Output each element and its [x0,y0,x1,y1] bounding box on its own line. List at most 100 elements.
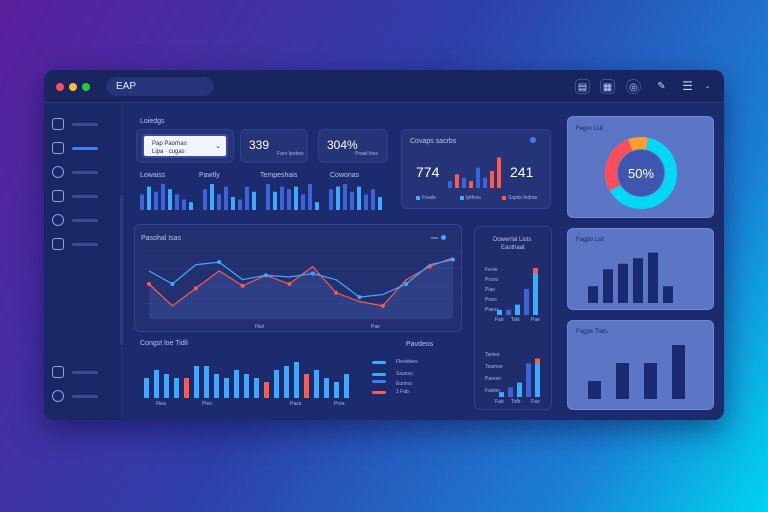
right-card-title: Fagpo Lsit [576,237,605,243]
status-dot-icon [441,235,446,240]
sidebar-item-images[interactable] [52,238,114,252]
sidebar-item-calendar[interactable] [52,190,114,204]
row-label: Piano [485,307,498,313]
x-tick-label: Fah [495,317,504,323]
stats-bar [490,171,494,188]
stats-mini-chart [448,157,501,188]
bar [524,289,529,315]
image-icon [52,238,64,250]
legend-swatch [431,237,438,239]
mini-group-label: Lowaiss [140,172,166,179]
bar [164,374,169,398]
minimize-window-button[interactable] [69,83,77,91]
x-tick-label: Pae [531,317,540,323]
bar [517,382,522,397]
row-label: Prono [485,277,499,283]
data-point [357,295,362,300]
title-bar: EAP ▤ ▦ ◎ ✎ ☰ ⌄ [44,70,724,103]
sidebar [44,103,122,420]
bar [588,286,598,303]
x-tick-label: Flwl [255,324,264,330]
bar [194,366,199,398]
stats-value-right: 241 [510,164,534,180]
sidebar-item-label [72,371,98,374]
bar [304,374,309,398]
data-point [193,286,198,291]
row-label: Fasinn [485,388,501,394]
maximize-window-button[interactable] [82,83,90,91]
bar [294,362,299,398]
data-point [287,282,292,286]
data-point [170,282,175,286]
bar [535,358,540,397]
legend-swatch [502,196,506,200]
bar [144,378,149,398]
legend-swatch [372,361,386,364]
data-point [310,271,315,276]
sidebar-item-analytics[interactable] [52,118,114,132]
bar [616,363,629,399]
close-window-button[interactable] [56,83,64,91]
mini-bar [245,186,249,210]
mini-bar [378,197,382,210]
pen-icon[interactable]: ✎ [657,81,666,92]
mini-bar-strip [140,184,382,210]
x-tick-label: Tofb [511,399,521,405]
bottom-chart-title: Congst loe Tidil [140,340,188,347]
data-point [380,303,385,308]
filter-dropdown[interactable]: Pap Paorhas Lipa · cugas ⌄ [142,134,228,158]
bar [506,309,511,315]
grid-icon[interactable]: ▦ [600,79,615,94]
bar [284,366,289,398]
search-input[interactable]: EAP [106,77,214,96]
bar [234,370,239,398]
bar [274,370,279,398]
data-point [334,290,339,295]
mini-bar [329,189,333,210]
mini-bar [364,194,368,210]
globe-icon[interactable]: ◎ [626,79,641,94]
legend-swatch [372,373,386,376]
kpi-card-2: 304% Prawl foss [318,129,388,163]
sidebar-item-home[interactable] [52,366,114,380]
row-label: Tanies [485,352,500,358]
sidebar-item-monitor[interactable] [52,142,114,156]
bar [244,374,249,398]
status-dot-icon [530,137,536,143]
mini-bar [175,194,179,210]
mini-bar [315,202,319,210]
x-tick-label: Paza [290,401,302,407]
sidebar-scrollbar[interactable] [120,195,123,345]
sidebar-item-clock[interactable] [52,214,114,228]
sidebar-item-settings[interactable] [52,390,114,404]
menu-icon[interactable]: ☰ [682,79,693,93]
document-icon[interactable]: ▤ [575,79,590,94]
mini-bar [168,189,172,210]
bar [515,304,520,315]
legend-item: Euriros [396,381,412,387]
mini-group-label: Cowonas [330,172,360,179]
chevron-down-icon: ⌄ [215,143,221,150]
mini-bar [343,184,347,210]
data-point [240,283,245,288]
dashboard-window: EAP ▤ ▦ ◎ ✎ ☰ ⌄ [44,70,724,420]
x-tick-label: Prea [334,401,345,407]
bar [648,252,658,303]
dropdown-line-2: Lipa · cugas [152,149,185,155]
stats-value-left: 774 [416,164,440,180]
sidebar-item-mail[interactable] [52,166,114,180]
mini-bar [252,191,256,210]
bar [214,374,219,398]
chart-icon [52,118,64,130]
right-bar-chart-1 [588,252,673,303]
mini-bar [350,191,354,210]
monitor-icon [52,142,64,154]
bar [588,381,601,399]
kpi-subtitle: Prawl foss [355,151,379,157]
x-tick-label: Tolk [511,317,520,323]
mini-bar [371,189,375,210]
stats-bar [462,177,466,188]
chevron-down-icon[interactable]: ⌄ [704,83,711,90]
bar [344,374,349,398]
kpi-card-1: 339 Faro Ipohes [240,129,308,163]
